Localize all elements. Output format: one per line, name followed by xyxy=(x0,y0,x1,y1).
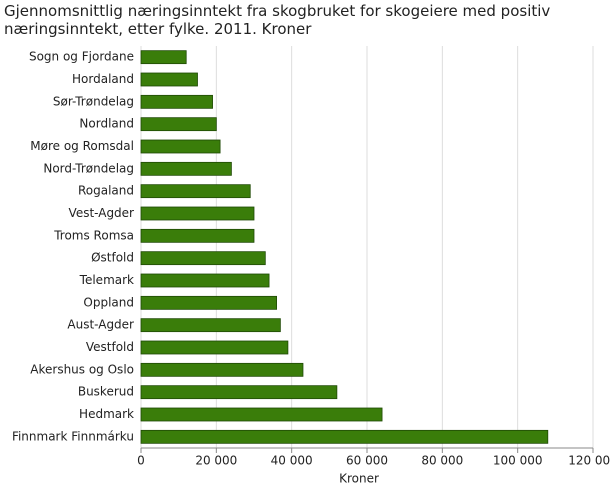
y-tick-label: Telemark xyxy=(79,273,134,287)
bar xyxy=(140,429,549,444)
y-tick-label: Rogaland xyxy=(78,184,134,198)
y-tick-label: Aust-Agder xyxy=(67,318,134,332)
y-tick-label: Nordland xyxy=(79,117,134,131)
bar xyxy=(140,206,255,221)
bar xyxy=(140,385,338,400)
bar xyxy=(140,161,232,176)
bar xyxy=(140,273,270,288)
bar xyxy=(140,139,221,154)
y-tick-label: Vestfold xyxy=(86,340,134,354)
y-tick-label: Hordaland xyxy=(72,72,134,86)
y-tick-label: Nord-Trøndelag xyxy=(43,161,134,175)
y-tick-label: Buskerud xyxy=(78,385,134,399)
x-tick-label: 20 000 xyxy=(195,454,237,468)
y-tick-label: Hedmark xyxy=(79,407,134,421)
y-tick-label: Østfold xyxy=(91,251,134,265)
chart-title: Gjennomsnittlig næringsinntekt fra skogb… xyxy=(4,2,551,38)
x-tick-label: 120 000 xyxy=(568,454,610,468)
bar xyxy=(140,117,217,132)
bar xyxy=(140,94,213,109)
y-tick-label: Sør-Trøndelag xyxy=(53,94,134,108)
x-tick-label: 80 000 xyxy=(421,454,463,468)
y-tick-label: Sogn og Fjordane xyxy=(29,50,134,64)
y-tick-label: Møre og Romsdal xyxy=(30,139,134,153)
y-tick-label: Finnmark Finnmárku xyxy=(12,429,134,443)
y-tick-label: Oppland xyxy=(83,295,134,309)
bar xyxy=(140,251,266,266)
bar xyxy=(140,50,187,65)
bar xyxy=(140,362,304,377)
y-tick-label: Vest-Agder xyxy=(69,206,135,220)
x-tick-label: 0 xyxy=(137,454,145,468)
y-tick-label: Troms Romsa xyxy=(53,228,134,242)
x-tick-label: 40 000 xyxy=(271,454,313,468)
bar xyxy=(140,184,251,199)
bar xyxy=(140,228,255,243)
bar xyxy=(140,407,383,422)
x-axis-label: Kroner xyxy=(339,472,379,486)
bar xyxy=(140,318,281,333)
bar xyxy=(140,72,198,87)
bar xyxy=(140,295,278,310)
x-tick-label: 100 000 xyxy=(493,454,543,468)
x-tick-label: 60 000 xyxy=(346,454,388,468)
y-tick-label: Akershus og Oslo xyxy=(30,362,134,376)
bar xyxy=(140,340,289,355)
